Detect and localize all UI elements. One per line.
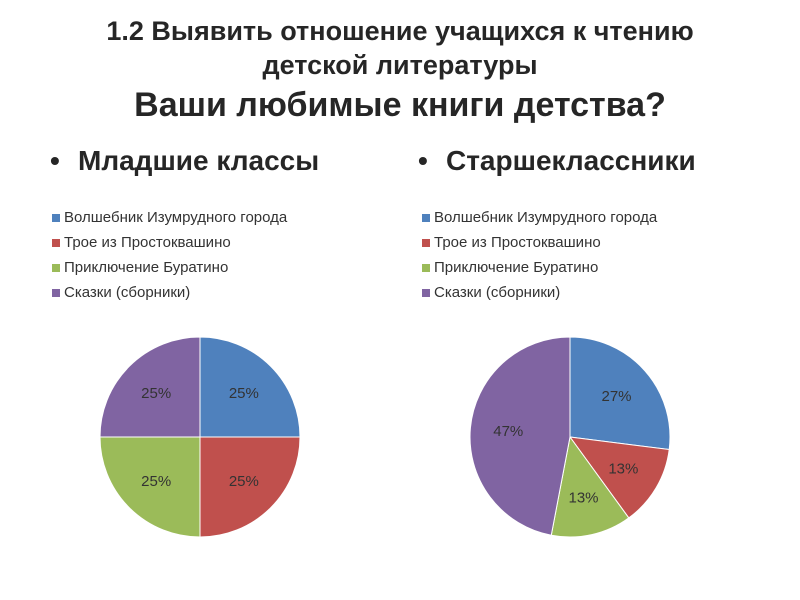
legend-label: Приключение Буратино — [434, 259, 599, 276]
slide-title-line1b: детской литературы — [262, 50, 538, 80]
pie-chart-senior: Волшебник Изумрудного города Трое из Прос… — [410, 205, 770, 585]
bullet-junior-classes-label: Младшие классы — [78, 145, 320, 176]
pie-chart-junior: Волшебник Изумрудного города Трое из Прос… — [40, 205, 400, 585]
legend-label: Приключение Буратино — [64, 259, 229, 276]
legend-item-wizard-of-oz: Волшебник Изумрудного города — [422, 205, 657, 230]
legend-item-buratino: Приключение Буратино — [422, 255, 657, 280]
pie-chart-svg: 27% 13% 13% 47% — [469, 336, 671, 538]
pie-slice-wizard-of-oz — [199, 336, 301, 438]
legend-item-prostokvashino: Трое из Простоквашино — [52, 230, 287, 255]
bullet-dot: • — [418, 145, 428, 176]
data-label-prostokvashino: 25% — [229, 473, 259, 490]
legend-swatch — [422, 288, 430, 297]
legend-swatch — [422, 213, 430, 222]
pie-slice-prostokvashino — [568, 436, 670, 519]
bullet-senior-students-label: Старшеклассники — [446, 145, 696, 176]
pie-chart-svg: 25% 25% 25% 25% — [99, 336, 301, 538]
legend-swatch — [422, 263, 430, 272]
legend-label: Волшебник Изумрудного города — [434, 209, 658, 226]
legend-label: Трое из Простоквашино — [64, 234, 231, 251]
legend-label: Сказки (сборники) — [434, 284, 561, 301]
data-label-buratino: 25% — [141, 473, 171, 490]
chart-legend: Волшебник Изумрудного города Трое из Прос… — [52, 205, 287, 305]
legend-item-buratino: Приключение Буратино — [52, 255, 287, 280]
pie-slice-prostokvashino — [199, 436, 301, 538]
data-label-prostokvashino: 13% — [608, 461, 638, 478]
data-label-fairy-tales: 47% — [493, 423, 523, 440]
data-label-wizard-of-oz: 27% — [601, 388, 631, 405]
bullet-junior-classes: • Младшие классы — [50, 143, 319, 179]
data-label-buratino: 13% — [569, 490, 599, 507]
legend-item-fairy-tales: Сказки (сборники) — [422, 280, 657, 305]
pie-slice-fairy-tales — [469, 336, 571, 536]
slide-title: 1.2 Выявить отношение учащихся к чтению … — [0, 14, 800, 82]
legend-item-fairy-tales: Сказки (сборники) — [52, 280, 287, 305]
bullet-senior-students: • Старшеклассники — [418, 143, 696, 179]
legend-swatch — [52, 263, 60, 272]
pie-slice-wizard-of-oz — [569, 336, 671, 451]
legend-label: Сказки (сборники) — [64, 284, 191, 301]
bullet-dot: • — [50, 145, 60, 176]
legend-label: Волшебник Изумрудного города — [64, 209, 288, 226]
data-label-fairy-tales: 25% — [141, 385, 171, 402]
legend-swatch — [52, 213, 60, 222]
slide-title-line1: 1.2 Выявить отношение учащихся к чтению — [106, 16, 694, 46]
chart-legend: Волшебник Изумрудного города Трое из Прос… — [422, 205, 657, 305]
pie-slice-buratino — [99, 436, 201, 538]
legend-item-wizard-of-oz: Волшебник Изумрудного города — [52, 205, 287, 230]
data-label-wizard-of-oz: 25% — [229, 385, 259, 402]
legend-swatch — [52, 288, 60, 297]
legend-swatch — [52, 238, 60, 247]
pie-slice-buratino — [550, 435, 630, 538]
legend-swatch — [422, 238, 430, 247]
slide-subtitle: Ваши любимые книги детства? — [134, 86, 666, 124]
legend-item-prostokvashino: Трое из Простоквашино — [422, 230, 657, 255]
pie-slice-fairy-tales — [99, 336, 201, 438]
legend-label: Трое из Простоквашино — [434, 234, 601, 251]
